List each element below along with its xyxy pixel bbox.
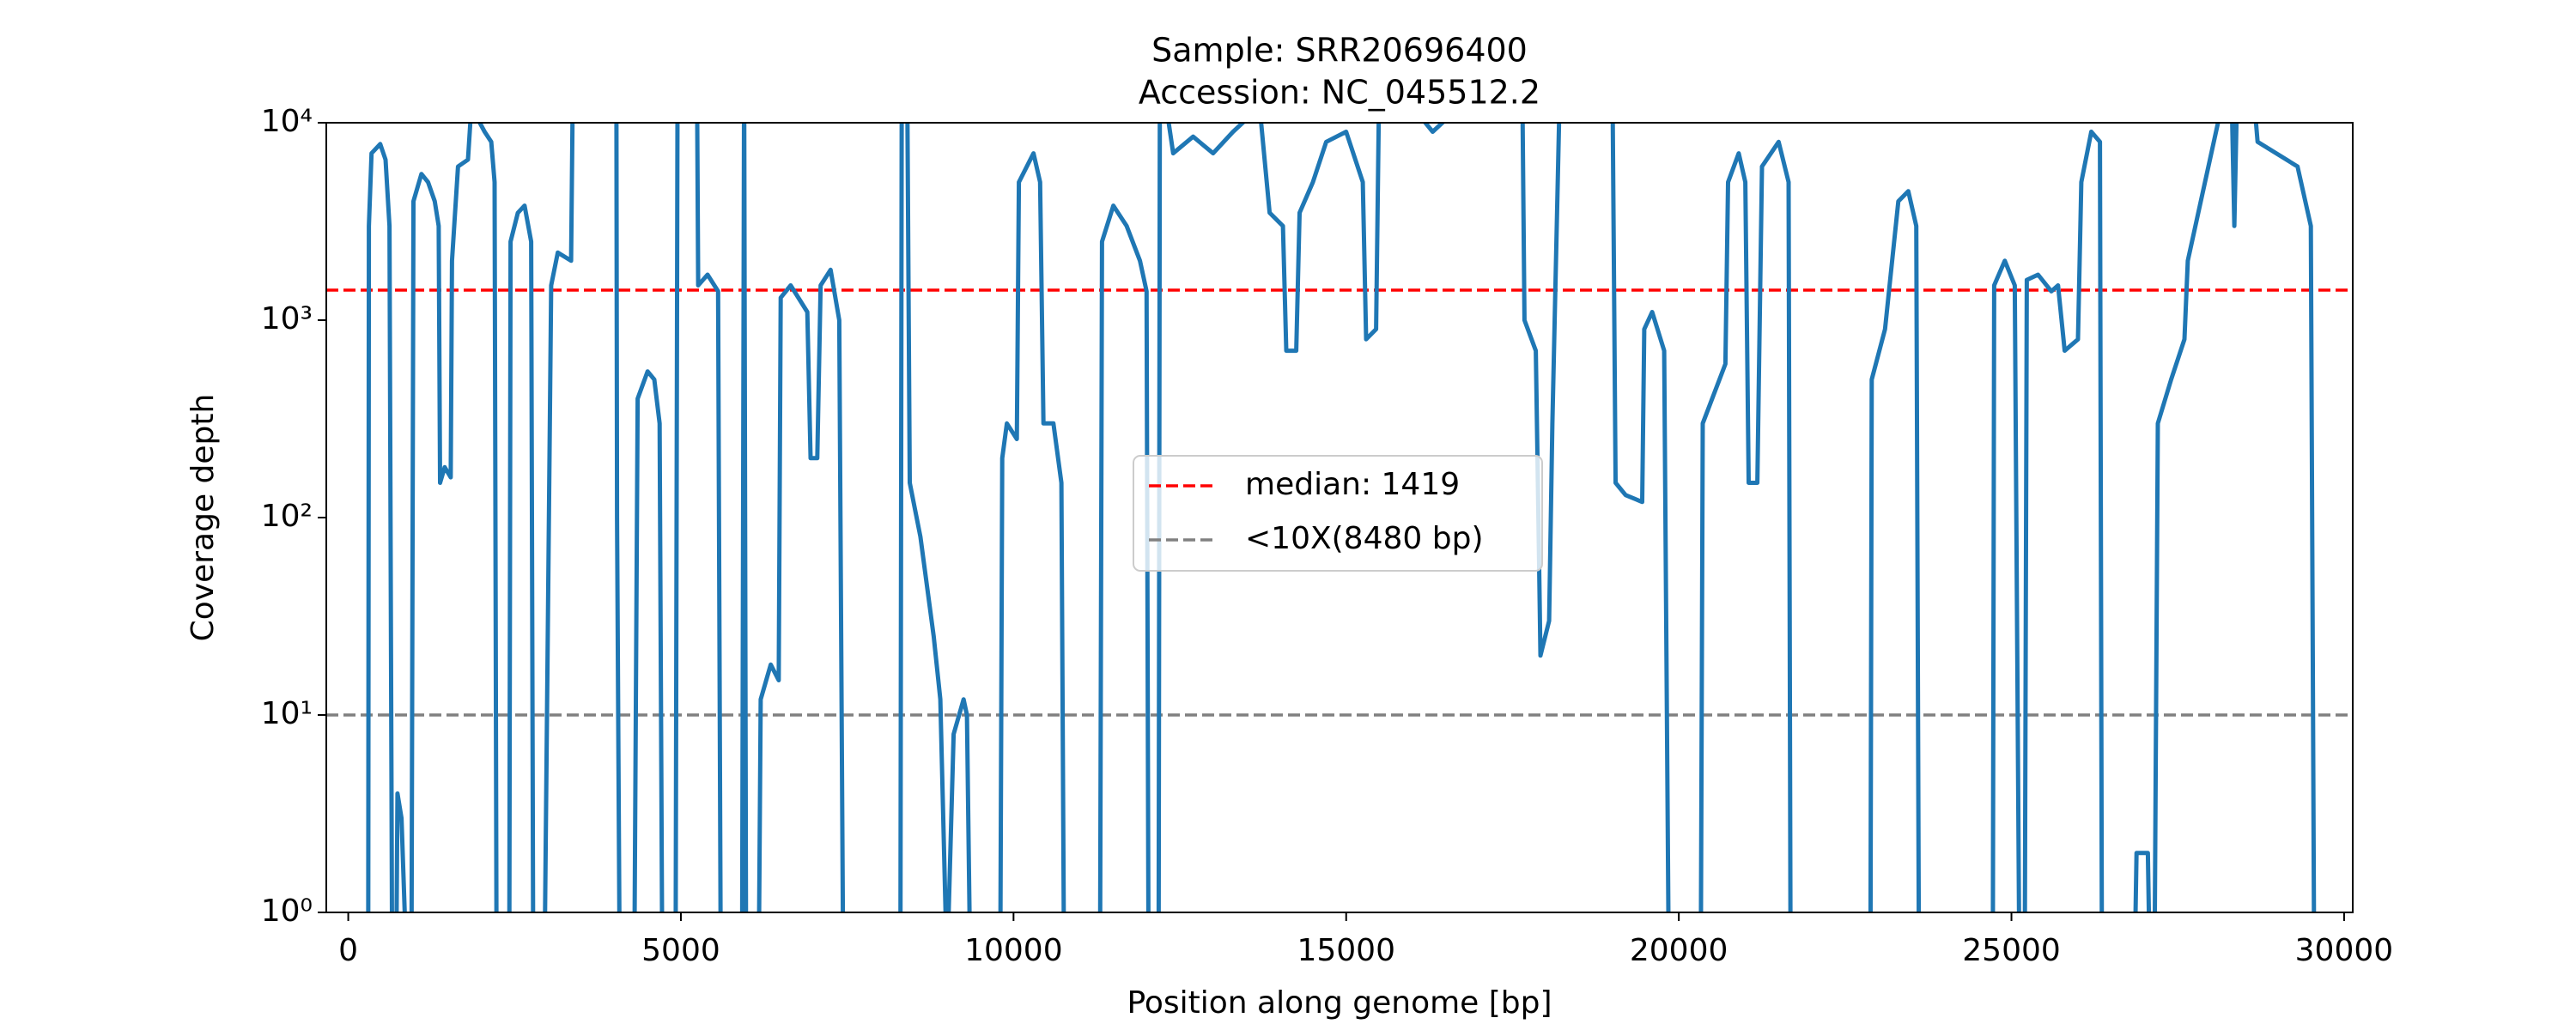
chart-subtitle: Accession: NC_045512.2 [1139,74,1540,112]
plot-area [326,123,2353,912]
y-tick-label: 10⁴ [261,104,313,139]
legend-box [1133,455,1543,572]
x-axis-label: Position along genome [bp] [1127,985,1552,1021]
x-tick-label: 0 [338,933,358,968]
x-tick-label: 5000 [641,933,720,968]
x-tick-label: 20000 [1630,933,1728,968]
coverage-line [366,123,2317,912]
y-tick-label: 10² [261,499,313,534]
x-tick-label: 15000 [1297,933,1395,968]
x-tick-label: 25000 [1962,933,2061,968]
plot-frame [325,122,2354,913]
x-tick-label: 30000 [2295,933,2394,968]
chart-title: Sample: SRR20696400 [1151,32,1528,70]
x-tick-label: 10000 [964,933,1063,968]
legend-label: median: 1419 [1245,467,1460,502]
y-axis-label: Coverage depth [185,394,221,642]
y-tick-label: 10⁰ [261,894,313,929]
y-tick-label: 10¹ [261,696,313,731]
legend-label: <10X(8480 bp) [1245,521,1484,556]
y-tick-label: 10³ [261,301,313,336]
